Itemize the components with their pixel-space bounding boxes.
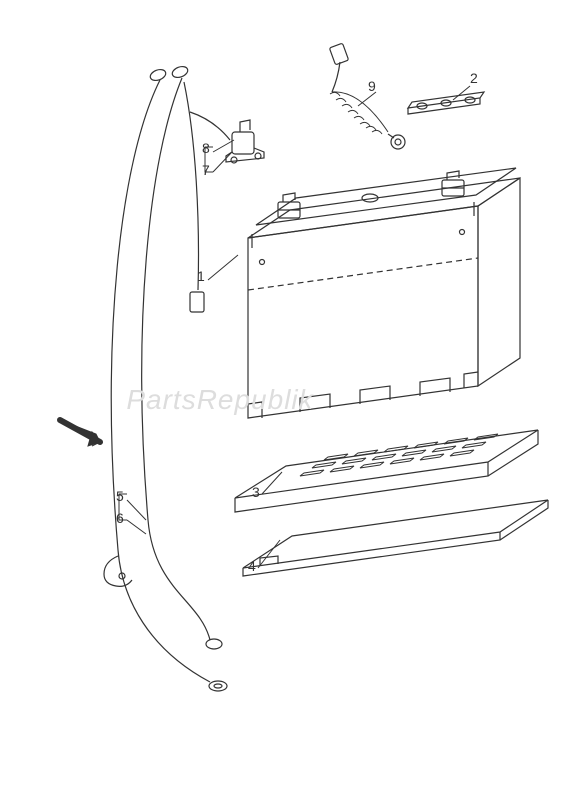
battery-part [248, 168, 520, 418]
callout-8: 8 [202, 140, 210, 156]
callout-9: 9 [368, 78, 376, 94]
orientation-arrow [60, 420, 100, 446]
callout-3: 3 [252, 484, 260, 500]
callout-2: 2 [470, 70, 478, 86]
callout-7: 7 [202, 162, 210, 178]
callout-5: 5 [116, 488, 124, 504]
callout-4: 4 [248, 558, 256, 574]
leader-lines [119, 86, 470, 568]
parts-diagram: PartsRepublik 1 2 3 4 5 6 7 8 9 [0, 0, 567, 800]
ground-wire-part [329, 43, 405, 149]
battery-cushion-part [243, 500, 548, 576]
battery-tray-part [235, 430, 538, 512]
diagram-svg [0, 0, 567, 800]
battery-leads [104, 65, 230, 691]
callout-6: 6 [116, 510, 124, 526]
callout-1: 1 [197, 268, 205, 284]
holddown-plate-part [408, 92, 484, 114]
